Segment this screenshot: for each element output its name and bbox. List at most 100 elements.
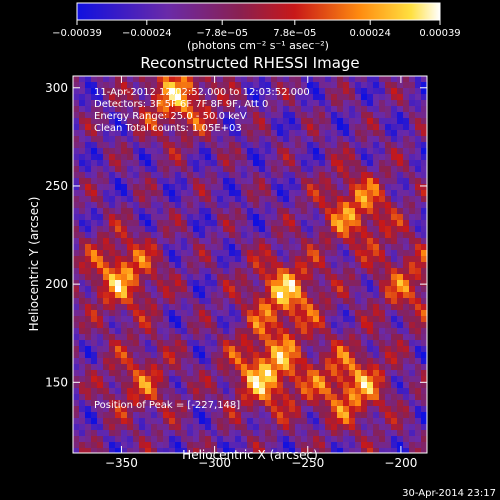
heatmap-cell <box>241 292 248 299</box>
heatmap-cell <box>133 394 140 401</box>
heatmap-cell <box>241 376 248 383</box>
heatmap-cell <box>301 160 308 167</box>
heatmap-cell <box>175 334 182 341</box>
heatmap-cell <box>253 88 260 95</box>
heatmap-cell <box>331 124 338 131</box>
heatmap-cell <box>265 76 272 83</box>
heatmap-cell <box>343 196 350 203</box>
heatmap-cell <box>139 244 146 251</box>
heatmap-cell <box>235 412 242 419</box>
heatmap-cell <box>319 118 326 125</box>
heatmap-cell <box>277 142 284 149</box>
heatmap-cell <box>169 202 176 209</box>
heatmap-cell <box>319 166 326 173</box>
heatmap-cell <box>295 448 302 453</box>
heatmap-cell <box>349 76 356 83</box>
heatmap-cell <box>97 160 104 167</box>
heatmap-cell <box>343 382 350 389</box>
heatmap-cell <box>247 286 254 293</box>
heatmap-cell <box>169 418 176 425</box>
heatmap-cell <box>235 334 242 341</box>
heatmap-cell <box>415 358 422 365</box>
heatmap-cell <box>229 154 236 161</box>
x-tick-label: −350 <box>105 456 138 470</box>
heatmap-cell <box>403 154 410 161</box>
heatmap-cell <box>223 310 230 317</box>
heatmap-cell <box>265 352 272 359</box>
heatmap-cell <box>205 316 212 323</box>
heatmap-cell <box>163 106 170 113</box>
heatmap-cell <box>277 274 284 281</box>
heatmap-cell <box>109 160 116 167</box>
heatmap-cell <box>145 358 152 365</box>
heatmap-cell <box>301 346 308 353</box>
heatmap-cell <box>247 322 254 329</box>
heatmap-cell <box>199 100 206 107</box>
heatmap-cell <box>211 250 218 257</box>
heatmap-cell <box>391 142 398 149</box>
heatmap-cell <box>181 358 188 365</box>
heatmap-cell <box>349 430 356 437</box>
heatmap-cell <box>307 100 314 107</box>
heatmap-cell <box>355 400 362 407</box>
heatmap-cell <box>151 142 158 149</box>
heatmap-cell <box>325 316 332 323</box>
heatmap-cell <box>403 394 410 401</box>
heatmap-cell <box>157 130 164 137</box>
heatmap-cell <box>241 76 248 83</box>
heatmap-cell <box>409 430 416 437</box>
heatmap-cell <box>409 166 416 173</box>
heatmap-cell <box>361 406 368 413</box>
heatmap-cell <box>235 400 242 407</box>
heatmap-cell <box>253 280 260 287</box>
heatmap-cell <box>421 220 427 227</box>
heatmap-cell <box>289 412 296 419</box>
heatmap-cell <box>121 286 128 293</box>
heatmap-cell <box>289 76 296 83</box>
heatmap-cell <box>205 424 212 431</box>
heatmap-cell <box>205 436 212 443</box>
heatmap-cell <box>367 418 374 425</box>
heatmap-cell <box>103 430 110 437</box>
heatmap-cell <box>79 196 86 203</box>
heatmap-cell <box>169 328 176 335</box>
heatmap-cell <box>403 334 410 341</box>
heatmap-cell <box>367 160 374 167</box>
heatmap-cell <box>355 226 362 233</box>
heatmap-cell <box>139 76 146 83</box>
heatmap-cell <box>301 448 308 453</box>
heatmap-cell <box>397 448 404 453</box>
heatmap-cell <box>313 232 320 239</box>
heatmap-cell <box>109 400 116 407</box>
heatmap-cell <box>283 310 290 317</box>
heatmap-cell <box>229 436 236 443</box>
heatmap-cell <box>391 316 398 323</box>
heatmap-cell <box>163 382 170 389</box>
heatmap-cell <box>367 166 374 173</box>
heatmap-cell <box>181 280 188 287</box>
heatmap-cell <box>229 442 236 449</box>
heatmap-cell <box>97 346 104 353</box>
heatmap-cell <box>415 412 422 419</box>
heatmap-cell <box>223 238 230 245</box>
heatmap-cell <box>349 154 356 161</box>
heatmap-cell <box>217 304 224 311</box>
heatmap-cell <box>205 310 212 317</box>
heatmap-cell <box>355 160 362 167</box>
heatmap-cell <box>247 226 254 233</box>
heatmap-cell <box>97 364 104 371</box>
colorbar-tick-label: 0.00024 <box>350 28 391 39</box>
heatmap-cell <box>157 190 164 197</box>
heatmap-cell <box>151 376 158 383</box>
heatmap-cell <box>151 112 158 119</box>
heatmap-cell <box>403 370 410 377</box>
heatmap-cell <box>97 430 104 437</box>
heatmap-cell <box>295 232 302 239</box>
heatmap-cell <box>361 388 368 395</box>
heatmap-cell <box>367 208 374 215</box>
heatmap-cell <box>211 82 218 89</box>
heatmap-cell <box>265 148 272 155</box>
heatmap-cell <box>289 448 296 453</box>
heatmap-cell <box>289 376 296 383</box>
heatmap-cell <box>187 100 194 107</box>
